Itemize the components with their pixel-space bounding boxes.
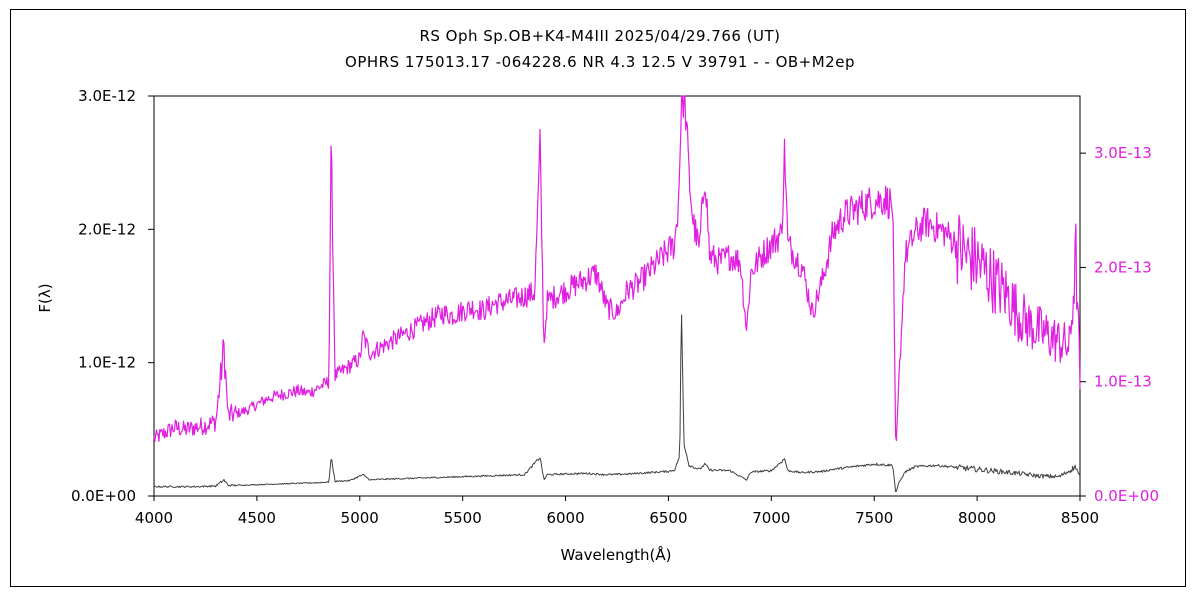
y-left-tick-label: 2.0E-12 — [78, 220, 136, 238]
axis-layer: 4000 4500 5000 5500 6000 6500 7000 7500 8000 8500… — [71, 87, 1159, 527]
x-tick-label: 7000 — [752, 509, 790, 527]
series-layer — [153, 95, 1081, 492]
chart-title: RS Oph Sp.OB+K4-M4III 2025/04/29.766 (UT… — [419, 27, 781, 45]
x-tick-label: 5500 — [444, 509, 482, 527]
y-right-tick-label: 3.0E-13 — [1094, 144, 1152, 162]
x-tick-label: 8000 — [958, 509, 996, 527]
chart-frame — [10, 9, 1186, 587]
x-tick-label: 8500 — [1061, 509, 1099, 527]
chart-subtitle: OPHRS 175013.17 -064228.6 NR 4.3 12.5 V … — [345, 53, 855, 71]
x-axis-label: Wavelength(Å) — [561, 545, 672, 564]
plot-area — [153, 95, 1081, 497]
y-left-tick-label: 0.0E+00 — [71, 487, 136, 505]
x-tick-label: 4500 — [238, 509, 276, 527]
y-left-tick-label: 3.0E-12 — [78, 87, 136, 105]
series-gray-line — [153, 314, 1081, 492]
series-magenta-line — [153, 95, 1081, 442]
y-right-tick-label: 1.0E-13 — [1094, 373, 1152, 391]
y-left-tick-label: 1.0E-12 — [78, 354, 136, 372]
x-tick-label: 6500 — [649, 509, 687, 527]
x-tick-label: 5000 — [341, 509, 379, 527]
y-axis-label: F(λ) — [36, 283, 54, 312]
x-tick-label: 6000 — [546, 509, 584, 527]
y-right-tick-label: 2.0E-13 — [1094, 258, 1152, 276]
y-right-tick-label: 0.0E+00 — [1094, 487, 1159, 505]
x-tick-label: 4000 — [135, 509, 173, 527]
x-tick-label: 7500 — [855, 509, 893, 527]
